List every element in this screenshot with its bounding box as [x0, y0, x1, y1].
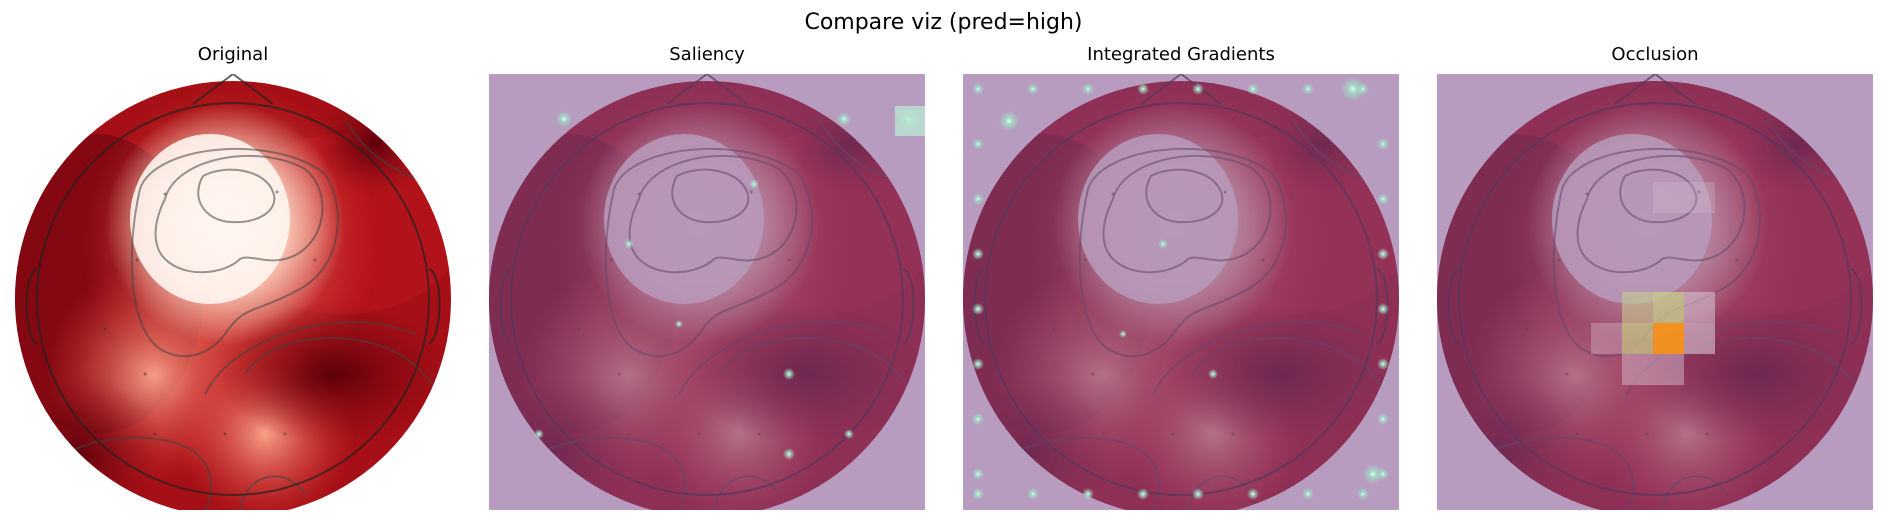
panel-title: Integrated Gradients — [1087, 44, 1275, 65]
attribution-spot — [1377, 358, 1389, 370]
occlusion-svg — [1437, 74, 1873, 510]
attribution-spot — [1302, 488, 1314, 500]
attribution-spot — [1377, 248, 1389, 260]
attribution-spot — [999, 111, 1019, 131]
attribution-spot — [1247, 488, 1259, 500]
attribution-spot — [749, 179, 759, 189]
panel-occlusion: Occlusion — [1437, 42, 1873, 510]
ig-hotspots — [972, 77, 1389, 500]
attribution-spot — [837, 112, 851, 126]
saliency-hotspots — [534, 106, 925, 460]
attribution-spot — [1377, 413, 1389, 425]
attribution-spot — [1137, 488, 1149, 500]
integrated-gradients-map — [963, 74, 1399, 510]
attribution-spot — [1192, 83, 1204, 95]
panel-title: Original — [197, 44, 269, 65]
panel-title: Occlusion — [1611, 44, 1699, 65]
attribution-spot — [972, 488, 984, 500]
attribution-spot — [1377, 193, 1389, 205]
panel-integrated-gradients: Integrated Gradients — [963, 42, 1399, 510]
attribution-spot — [972, 193, 984, 205]
attribution-spot — [783, 448, 795, 460]
panel-title: Saliency — [669, 44, 745, 65]
attribution-spot — [1341, 77, 1365, 101]
attribution-spot — [1082, 488, 1094, 500]
occlusion-patch — [1622, 323, 1653, 354]
attribution-spot — [1377, 303, 1389, 315]
occlusion-patch — [1653, 182, 1684, 213]
figure-title: Compare viz (pred=high) — [804, 10, 1083, 35]
attribution-spot — [783, 368, 795, 380]
saliency-overlay — [489, 74, 925, 510]
panel-saliency: Saliency — [489, 42, 925, 510]
saliency-svg — [489, 74, 925, 510]
attribution-spot — [972, 413, 984, 425]
panel-original: Original — [15, 42, 451, 68]
occlusion-patch — [1684, 323, 1715, 354]
topomap-original — [15, 74, 451, 510]
attribution-spot — [1208, 369, 1218, 379]
occlusion-patch — [1684, 292, 1715, 323]
occlusion-patch — [1684, 182, 1715, 213]
attribution-spot — [1377, 138, 1389, 150]
attribution-spot — [1027, 83, 1039, 95]
attribution-spot — [972, 468, 984, 480]
attribution-spot — [675, 320, 683, 328]
attribution-patch — [895, 106, 925, 136]
attribution-spot — [1027, 488, 1039, 500]
occlusion-patches — [1591, 182, 1715, 385]
topomap-svg — [15, 74, 451, 510]
occlusion-patch — [1622, 292, 1653, 323]
occlusion-patch — [1653, 354, 1684, 385]
attribution-spot — [556, 111, 572, 127]
occlusion-map — [1437, 74, 1873, 510]
occlusion-patch — [1591, 323, 1622, 354]
attribution-spot — [1363, 464, 1383, 484]
saliency-map — [489, 74, 925, 510]
attribution-spot — [972, 303, 984, 315]
attribution-spot — [534, 429, 544, 439]
attribution-spot — [1247, 83, 1259, 95]
ig-overlay — [963, 74, 1399, 510]
ig-svg — [963, 74, 1399, 510]
occlusion-patch — [1622, 354, 1653, 385]
occlusion-patch-hot — [1653, 323, 1684, 354]
attribution-spot — [972, 248, 984, 260]
attribution-spot — [1137, 83, 1149, 95]
attribution-spot — [1119, 330, 1127, 338]
occlusion-patch — [1653, 292, 1684, 323]
attribution-spot — [972, 138, 984, 150]
attribution-spot — [1357, 488, 1369, 500]
attribution-spot — [844, 429, 854, 439]
attribution-spot — [972, 83, 984, 95]
attribution-spot — [972, 358, 984, 370]
attribution-spot — [1192, 488, 1204, 500]
attribution-spot — [1302, 83, 1314, 95]
attribution-spot — [1158, 239, 1168, 249]
attribution-spot — [1082, 83, 1094, 95]
attribution-spot — [624, 239, 634, 249]
